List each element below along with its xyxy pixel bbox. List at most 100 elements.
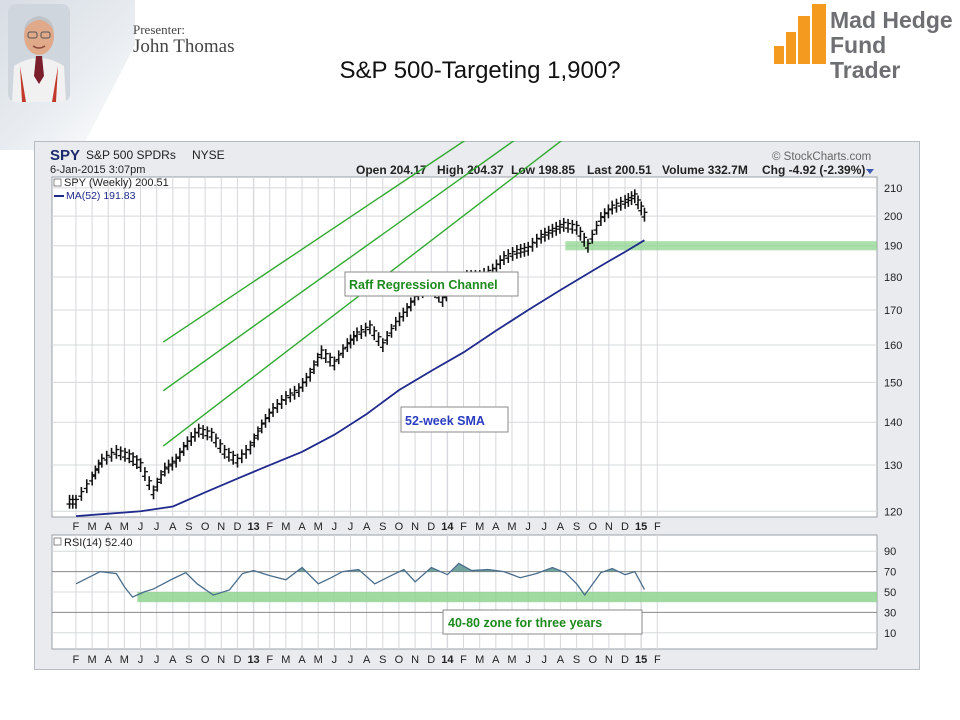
price-x-tick-label: A — [105, 521, 113, 533]
dropdown-arrow-icon[interactable] — [866, 169, 874, 174]
price-x-tick-label: 13 — [247, 521, 259, 533]
rsi-y-tick-label: 50 — [884, 587, 896, 599]
rsi-x-tick-label: J — [154, 654, 160, 666]
rsi-x-tick-label: M — [281, 654, 290, 666]
legend-sma: MA(52) 191.83 — [66, 190, 136, 202]
rsi-x-tick-label: M — [87, 654, 96, 666]
rsi-x-tick-label: J — [332, 654, 338, 666]
price-x-tick-label: M — [281, 521, 290, 533]
logo-line-2: Fund Trader — [830, 32, 901, 83]
price-x-tick-label: J — [138, 521, 144, 533]
chart-symbol: SPY — [50, 147, 80, 164]
quote-chg: Chg -4.92 (-2.39%) — [762, 163, 865, 177]
rsi-x-tick-label: A — [169, 654, 177, 666]
rsi-x-tick-label: F — [266, 654, 273, 666]
price-y-tick-label: 200 — [884, 211, 902, 223]
rsi-y-tick-label: 90 — [884, 546, 896, 558]
rsi-x-tick-label: S — [573, 654, 580, 666]
price-y-tick-label: 190 — [884, 241, 902, 253]
quote-high: High 204.37 — [437, 163, 504, 177]
rsi-legend-checkbox-icon[interactable] — [53, 537, 62, 546]
presenter-name: John Thomas — [133, 36, 235, 57]
price-y-tick-label: 130 — [884, 460, 902, 472]
rsi-x-tick-label: A — [105, 654, 113, 666]
legend-price: SPY (Weekly) 200.51 — [64, 177, 169, 189]
presenter-photo-icon — [8, 4, 70, 102]
rsi-path — [75, 562, 646, 598]
price-x-tick-label: M — [314, 521, 323, 533]
rsi-x-tick-label: S — [379, 654, 386, 666]
rsi-x-tick-label: M — [120, 654, 129, 666]
price-x-axis: F M A M J J A S O N D 13 F M A M J J A S O N D 14 F M A M J J A S O N D 15 F — [73, 521, 661, 533]
price-y-tick-label: 120 — [884, 506, 902, 518]
logo-bars-icon — [774, 4, 826, 64]
rsi-x-tick-label: D — [621, 654, 629, 666]
rsi-legend: RSI(14) 52.40 — [64, 537, 132, 549]
price-x-tick-label: A — [298, 521, 306, 533]
chart-exchange: NYSE — [192, 148, 225, 162]
rsi-y-axis: 90 70 50 30 10 — [884, 546, 896, 640]
rsi-x-axis: F M A M J J A S O N D 13 F M A M J J A S O N D 14 F M A M J J A S O N D 15 F — [73, 654, 661, 666]
price-x-tick-label: A — [492, 521, 500, 533]
chart-date: 6-Jan-2015 3:07pm — [50, 164, 145, 176]
price-x-tick-label: M — [120, 521, 129, 533]
quote-open: Open 204.17 — [356, 163, 427, 177]
rsi-x-tick-label: A — [492, 654, 500, 666]
rsi-x-tick-label: 15 — [635, 654, 647, 666]
annotation-zone: 40-80 zone for three years — [448, 616, 602, 630]
rsi-x-tick-label: 14 — [441, 654, 454, 666]
rsi-y-tick-label: 30 — [884, 607, 896, 619]
rsi-x-tick-label: A — [363, 654, 371, 666]
price-x-tick-label: J — [525, 521, 531, 533]
price-x-tick-label: M — [87, 521, 96, 533]
presenter-block: Presenter: John Thomas — [133, 22, 235, 58]
price-x-tick-label: D — [233, 521, 241, 533]
quote-last: Last 200.51 — [587, 163, 652, 177]
rsi-y-tick-label: 10 — [884, 628, 896, 640]
price-y-tick-label: 170 — [884, 305, 902, 317]
price-x-tick-label: M — [507, 521, 516, 533]
presenter-photo — [8, 4, 70, 102]
price-y-tick-label: 210 — [884, 183, 902, 195]
price-x-tick-label: F — [654, 521, 661, 533]
rsi-x-tick-label: F — [654, 654, 661, 666]
price-x-tick-label: A — [363, 521, 371, 533]
price-x-tick-label: F — [266, 521, 273, 533]
rsi-x-tick-label: J — [348, 654, 354, 666]
rsi-x-tick-label: M — [475, 654, 484, 666]
legend-checkbox-icon[interactable] — [53, 178, 62, 187]
quote-volume: Volume 332.7M — [662, 163, 748, 177]
price-x-tick-label: O — [395, 521, 404, 533]
annotation-box-channel — [344, 271, 519, 297]
annotation-sma: 52-week SMA — [405, 414, 485, 428]
price-y-tick-label: 180 — [884, 272, 902, 284]
price-panel — [51, 176, 878, 518]
rsi-x-tick-label: J — [138, 654, 144, 666]
price-x-tick-label: M — [475, 521, 484, 533]
rsi-line — [75, 562, 646, 598]
rsi-x-tick-label: F — [73, 654, 80, 666]
price-y-axis: 210 200 190 180 170 160 150 140 130 120 — [884, 183, 902, 518]
price-x-tick-label: S — [379, 521, 386, 533]
rsi-x-tick-label: M — [314, 654, 323, 666]
price-zone-band — [565, 241, 877, 251]
price-zone-band-rect — [565, 241, 877, 251]
rsi-x-tick-label: S — [185, 654, 192, 666]
rsi-x-tick-label: A — [557, 654, 565, 666]
price-x-tick-label: N — [605, 521, 613, 533]
annotation-box-zone — [442, 609, 643, 635]
rsi-zone-rect — [137, 592, 877, 603]
rsi-overbought-fill — [249, 563, 619, 572]
price-x-tick-label: D — [621, 521, 629, 533]
slide-title: S&P 500-Targeting 1,900? — [339, 57, 621, 84]
logo-text: Mad Hedge Fund Trader — [830, 8, 960, 83]
rsi-x-tick-label: F — [460, 654, 467, 666]
rsi-x-tick-label: J — [525, 654, 531, 666]
logo-line-1: Mad Hedge — [830, 7, 953, 33]
price-x-tick-label: 15 — [635, 521, 647, 533]
rsi-zone-band — [137, 592, 877, 603]
chart-source: © StockCharts.com — [772, 151, 871, 163]
rsi-y-tick-label: 70 — [884, 567, 896, 579]
price-y-tick-label: 150 — [884, 377, 902, 389]
channel-upper-line — [162, 141, 466, 343]
